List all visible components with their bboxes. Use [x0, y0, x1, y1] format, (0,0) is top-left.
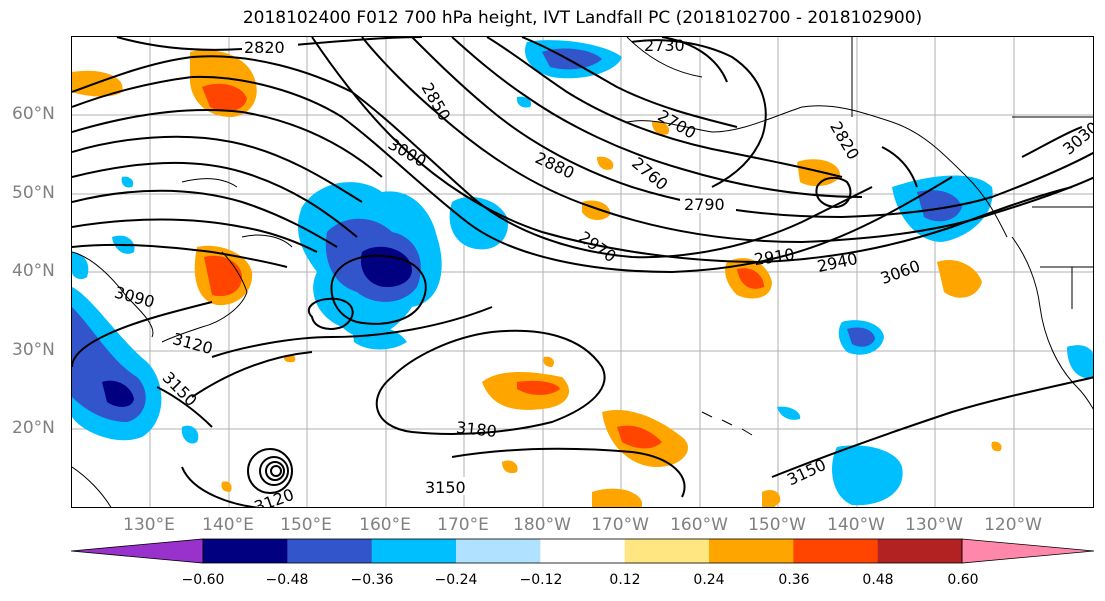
lon-label: 150°W [748, 515, 806, 535]
colorbar-swatch [371, 539, 457, 563]
lon-label: 180°W [513, 515, 571, 535]
lon-label: 130°W [905, 515, 963, 535]
lat-label: 20°N [12, 418, 55, 438]
colorbar-swatch [877, 539, 963, 563]
colorbar-extend-low [71, 538, 204, 564]
lon-label: 170°E [437, 515, 489, 535]
colorbar-swatch [203, 539, 288, 563]
lat-label: 50°N [12, 183, 55, 203]
lon-label: 140°W [827, 515, 885, 535]
map-panel: 2820 2850 3000 2730 2700 2820 2880 2760 … [71, 36, 1094, 508]
ivt-positive-shading [72, 49, 1002, 507]
colorbar-tick: 0.60 [947, 572, 979, 588]
colorbar-extend-high [961, 538, 1094, 564]
height-contours [72, 37, 1093, 507]
colorbar-swatch [540, 539, 626, 563]
colorbar-tick: −0.24 [434, 572, 478, 588]
figure-title: 2018102400 F012 700 hPa height, IVT Land… [242, 8, 923, 28]
contour-label: 3150 [159, 368, 201, 410]
colorbar-tick: −0.12 [519, 572, 563, 588]
colorbar-tick: 0.24 [693, 572, 725, 588]
contour-label: 2730 [644, 37, 685, 55]
contour-label: 3120 [171, 329, 215, 358]
colorbar-tick: 0.48 [862, 572, 894, 588]
contour-label: 3150 [784, 455, 829, 489]
contour-label: 2820 [244, 38, 285, 57]
lon-label: 140°E [202, 515, 254, 535]
colorbar-swatches [71, 538, 1094, 564]
colorbar-swatch [624, 539, 710, 563]
colorbar-tick: 0.12 [609, 572, 641, 588]
contour-label: 2970 [575, 227, 619, 266]
colorbar-outline [202, 538, 963, 564]
contour-label: 3120 [252, 485, 297, 508]
lat-label: 30°N [12, 340, 55, 360]
colorbar-tick: −0.48 [265, 572, 309, 588]
lat-label: 40°N [12, 261, 55, 281]
contour-label: 2790 [684, 195, 725, 214]
colorbar-swatch [709, 539, 794, 563]
colorbar-tick: −0.36 [350, 572, 394, 588]
colorbar-swatch [793, 539, 879, 563]
colorbar-swatch [456, 539, 541, 563]
coastlines [72, 37, 1093, 507]
colorbar [71, 538, 1094, 564]
lon-label: 130°E [123, 515, 175, 535]
lon-label: 120°W [984, 515, 1042, 535]
lon-label: 160°W [670, 515, 728, 535]
colorbar-swatch [287, 539, 373, 563]
contour-label: 3060 [878, 256, 923, 288]
colorbar-tick: −0.60 [181, 572, 225, 588]
lon-label: 150°E [280, 515, 332, 535]
colorbar-tick: 0.36 [778, 572, 810, 588]
contour-label: 3180 [455, 418, 497, 441]
lon-label: 170°W [591, 515, 649, 535]
lon-label: 160°E [359, 515, 411, 535]
contour-label: 3030 [1059, 118, 1094, 159]
map-canvas: 2820 2850 3000 2730 2700 2820 2880 2760 … [72, 37, 1094, 508]
lat-label: 60°N [12, 104, 55, 124]
contour-label: 2910 [753, 245, 796, 269]
contour-label: 3150 [425, 478, 466, 497]
